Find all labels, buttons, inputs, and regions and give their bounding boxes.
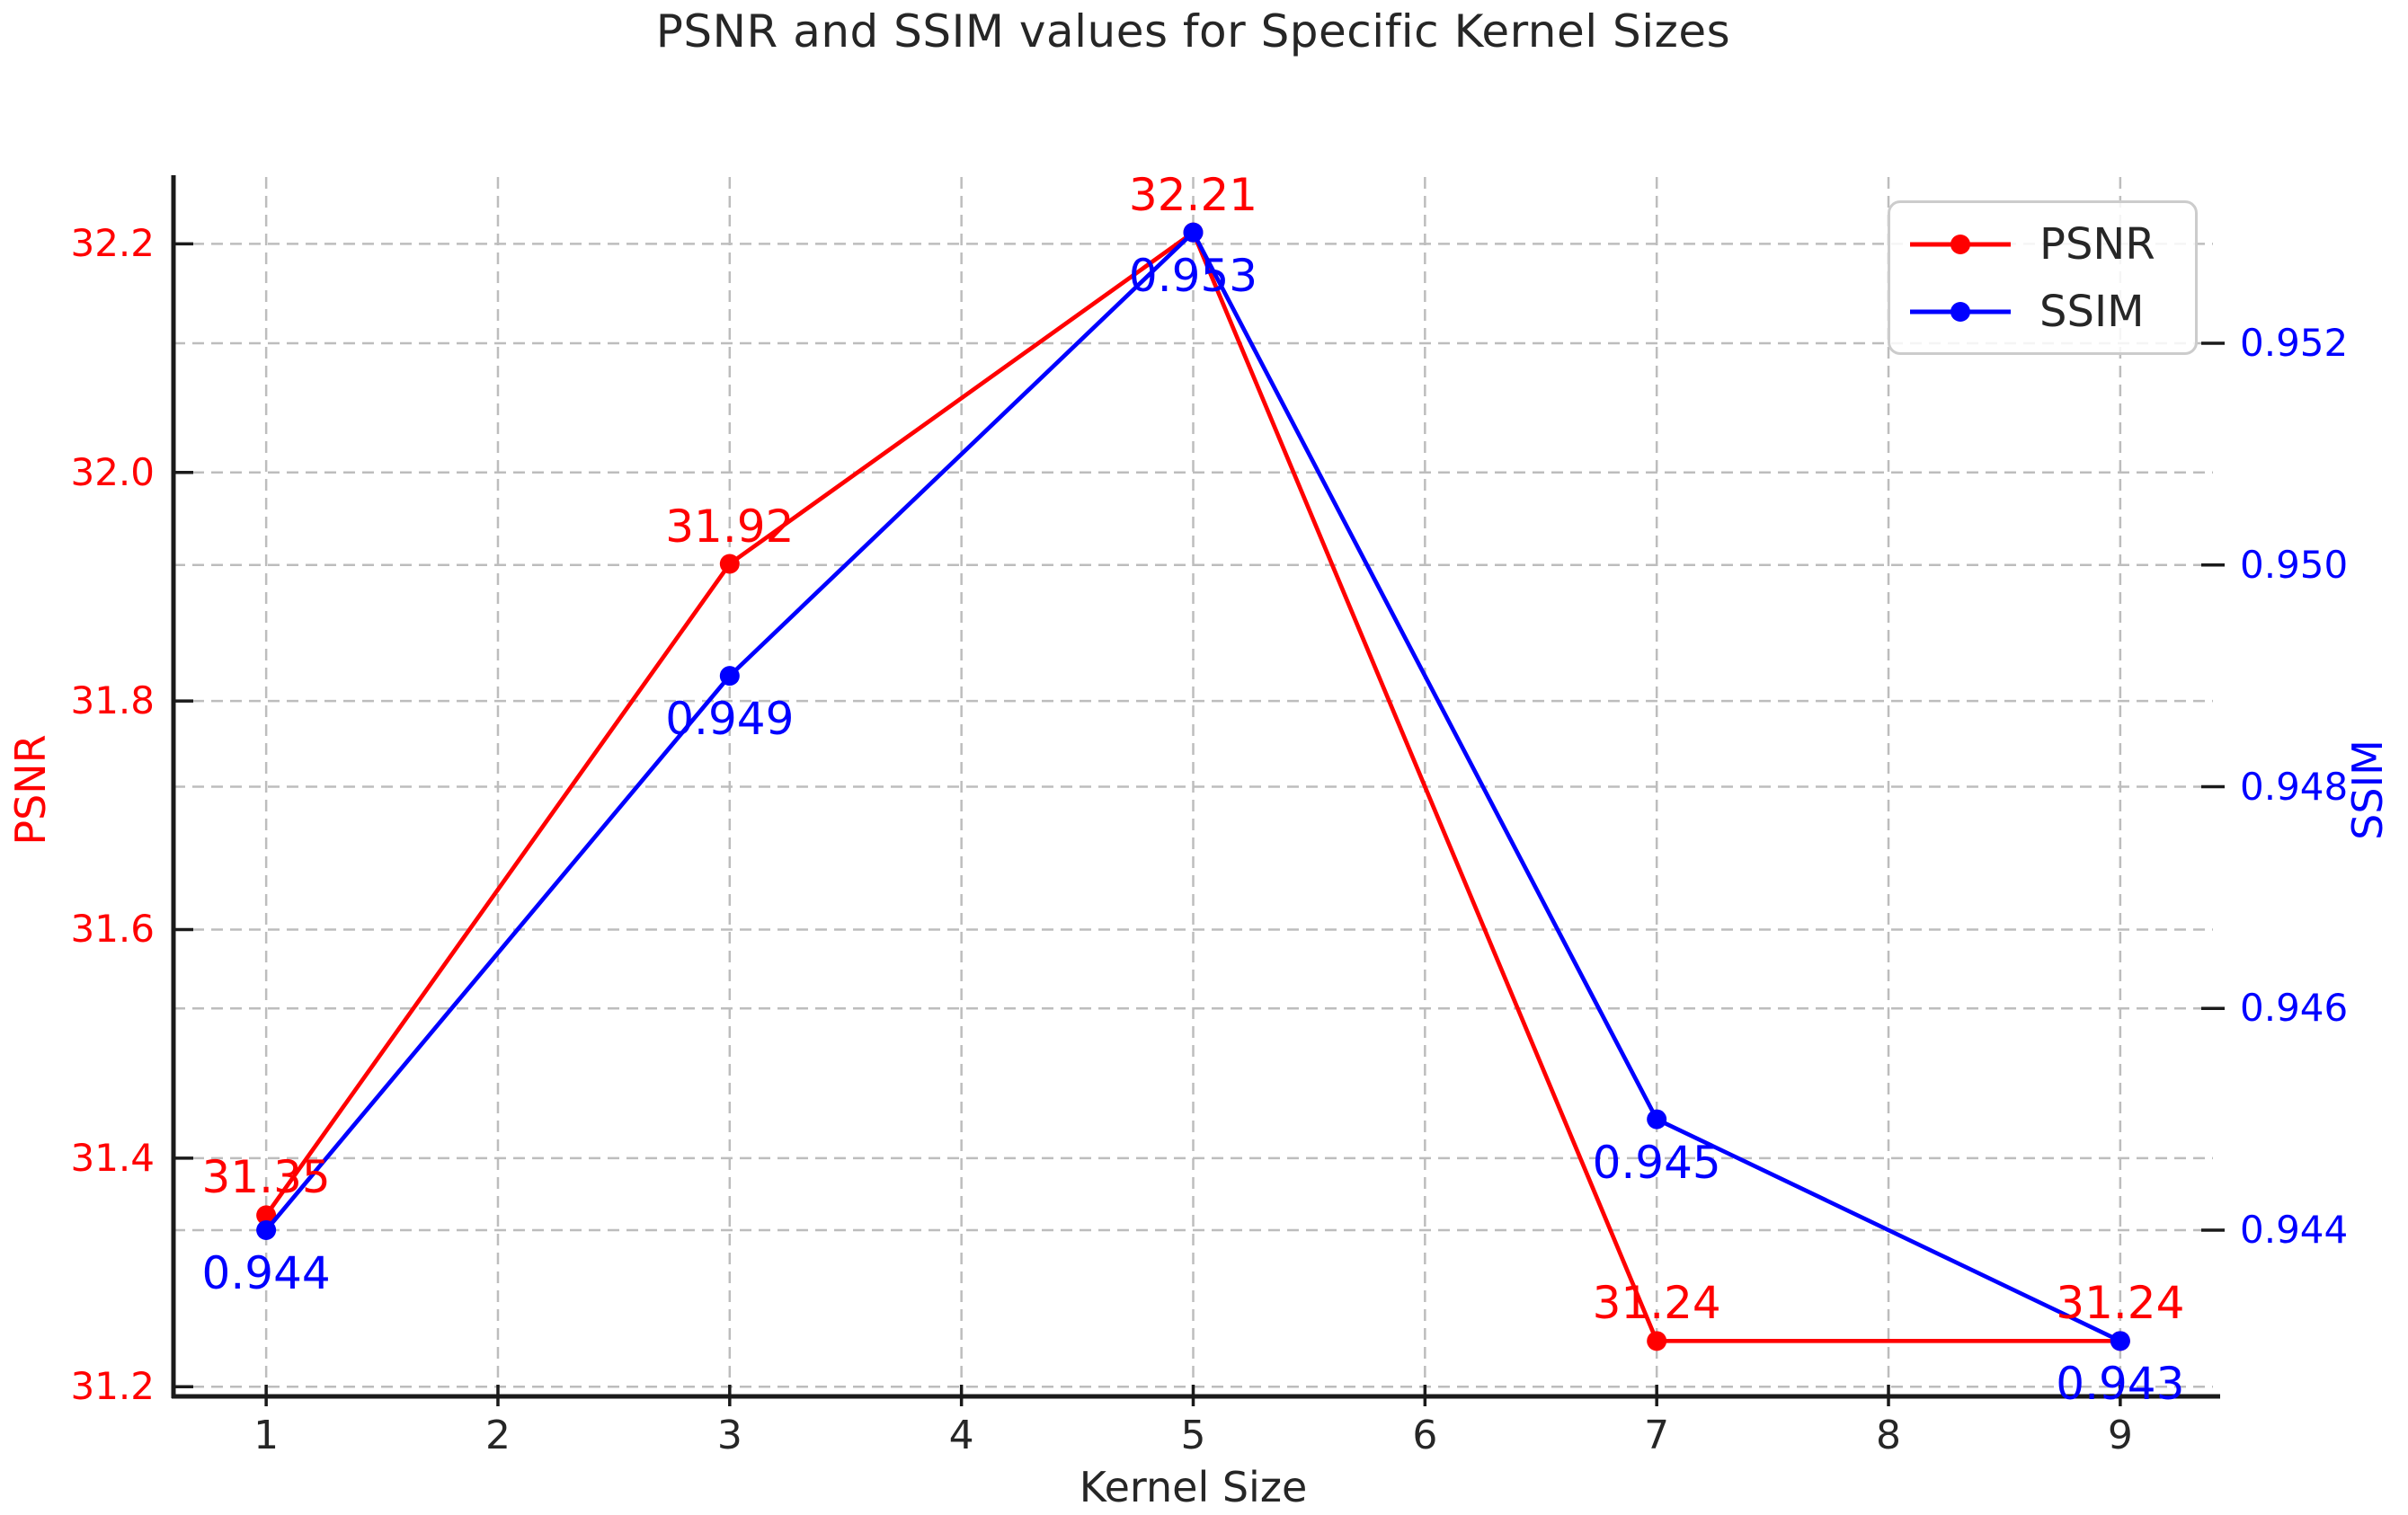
ssim-point [256, 1219, 277, 1240]
right-y-tick-label: 0.944 [2240, 1207, 2349, 1252]
right-y-tick-label: 0.950 [2240, 542, 2349, 587]
x-tick-label: 7 [1644, 1413, 1670, 1458]
x-axis-label: Kernel Size [1079, 1463, 1308, 1511]
ssim-point-label: 0.943 [2056, 1358, 2185, 1411]
x-tick-label: 8 [1876, 1413, 1902, 1458]
psnr-point-label: 31.35 [201, 1151, 331, 1204]
x-tick-label: 4 [948, 1413, 974, 1458]
psnr-point [719, 554, 740, 574]
ssim-point-label: 0.944 [201, 1246, 331, 1299]
legend-entry-ssim: SSIM [1906, 287, 2179, 337]
psnr-point-label: 31.92 [665, 500, 795, 553]
ssim-point-label: 0.953 [1128, 249, 1258, 302]
left-y-tick-label: 31.6 [70, 907, 155, 952]
legend-label-ssim: SSIM [2039, 286, 2145, 337]
left-y-tick-label: 31.2 [70, 1364, 155, 1409]
x-tick-label: 1 [253, 1413, 280, 1458]
ssim-point [1647, 1109, 1667, 1130]
legend-marker-ssim [1950, 301, 1970, 322]
right-y-tick-label: 0.952 [2240, 321, 2349, 366]
legend-sample-ssim [1910, 301, 2011, 322]
psnr-point [256, 1205, 277, 1226]
psnr-point-label: 31.24 [2056, 1277, 2185, 1330]
chart-title: PSNR and SSIM values for Specific Kernel… [655, 5, 1731, 58]
x-tick-label: 2 [484, 1413, 511, 1458]
right-y-tick-label: 0.948 [2240, 764, 2349, 809]
left-y-axis-label: PSNR [6, 734, 55, 846]
left-y-tick-label: 32.2 [70, 221, 155, 266]
legend-label-psnr: PSNR [2039, 218, 2155, 270]
psnr-point-label: 32.21 [1128, 168, 1258, 221]
right-y-tick-label: 0.946 [2240, 986, 2349, 1031]
x-tick-label: 5 [1180, 1413, 1206, 1458]
ssim-point [719, 666, 740, 687]
psnr-point-label: 31.24 [1592, 1277, 1721, 1330]
x-tick-label: 3 [716, 1413, 742, 1458]
ssim-point-label: 0.949 [665, 693, 795, 746]
left-y-tick-label: 31.8 [70, 678, 155, 723]
ssim-point [1183, 222, 1204, 243]
legend: PSNR SSIM [1888, 200, 2198, 355]
left-y-tick-label: 31.4 [70, 1135, 155, 1180]
ssim-point-label: 0.945 [1592, 1136, 1721, 1189]
legend-entry-psnr: PSNR [1906, 219, 2179, 270]
x-tick-label: 6 [1412, 1413, 1438, 1458]
left-y-tick-label: 32.0 [70, 449, 155, 494]
legend-marker-psnr [1950, 234, 1970, 254]
legend-sample-psnr [1910, 234, 2011, 254]
ssim-point [2110, 1331, 2130, 1351]
psnr-point [1647, 1331, 1667, 1351]
x-tick-label: 9 [2107, 1413, 2133, 1458]
